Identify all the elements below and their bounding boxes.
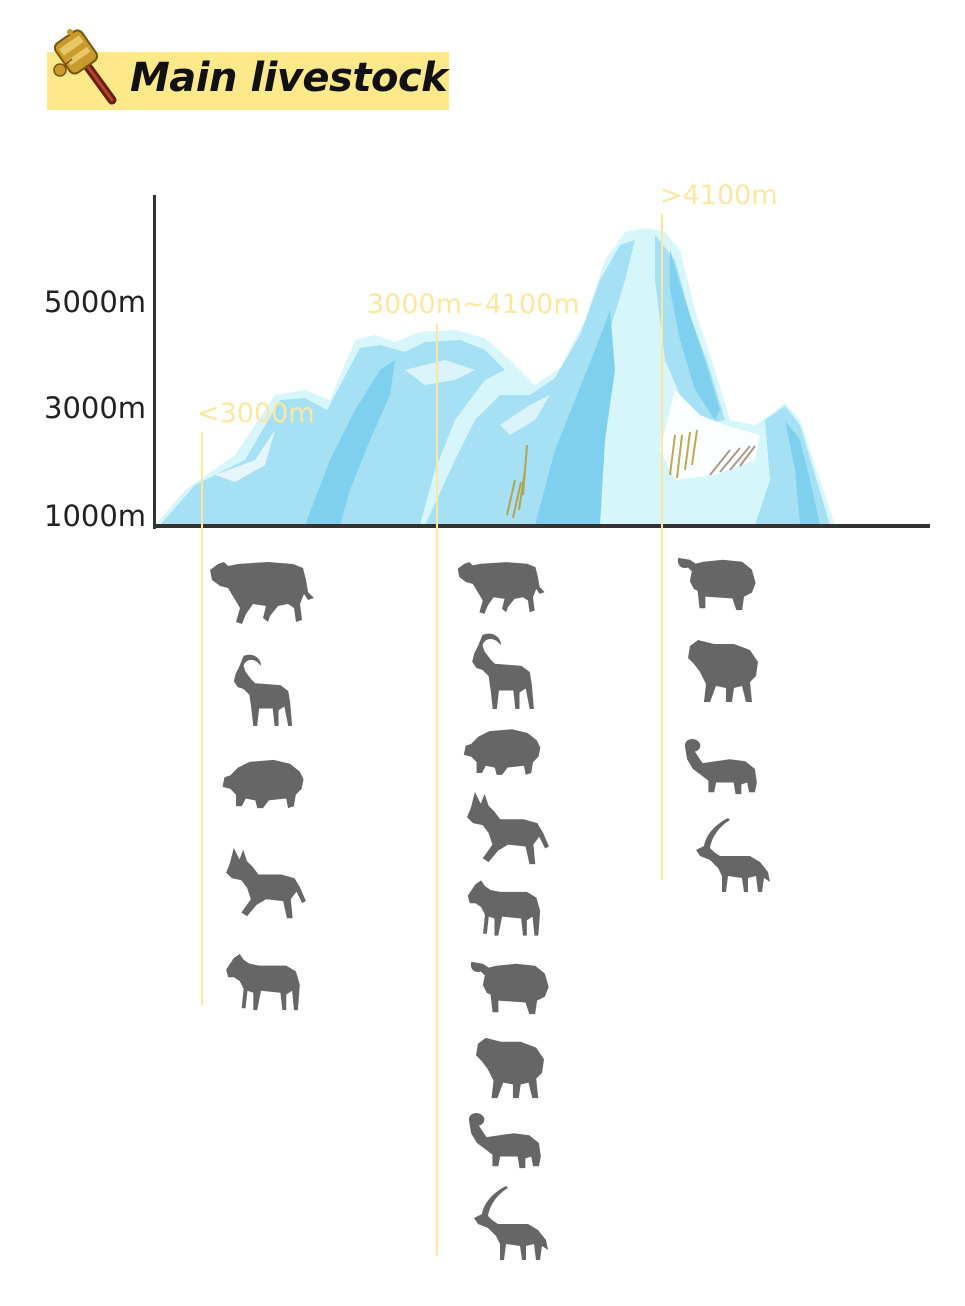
pig-icon — [462, 726, 544, 780]
zone-line-low — [201, 432, 203, 1005]
ram-icon — [680, 736, 762, 798]
yak-icon — [466, 958, 552, 1018]
zone-line-mid — [436, 324, 438, 1256]
sheep-icon — [472, 1034, 548, 1102]
antelope-icon — [692, 816, 774, 896]
horse-icon — [464, 878, 544, 940]
goat-icon — [228, 652, 296, 730]
cattle-icon — [456, 558, 548, 618]
horse-icon — [222, 952, 304, 1014]
ram-icon — [464, 1110, 546, 1172]
antelope-icon — [470, 1184, 552, 1264]
zone-label-high: >4100m — [660, 180, 778, 211]
cattle-icon — [208, 558, 318, 628]
altitude-label-1000: 1000m — [44, 499, 147, 533]
altitude-axis — [153, 195, 156, 529]
zone-label-low: <3000m — [197, 398, 315, 429]
mountain-illustration — [155, 228, 835, 525]
goat-icon — [466, 630, 538, 714]
sheep-icon — [684, 636, 762, 706]
zone-line-high — [661, 214, 663, 880]
donkey-icon — [464, 790, 554, 868]
donkey-icon — [224, 846, 310, 922]
altitude-label-5000: 5000m — [44, 285, 147, 319]
page-title: Main livestock — [130, 55, 448, 101]
zone-label-mid: 3000m~4100m — [367, 289, 580, 320]
altitude-label-3000: 3000m — [44, 391, 147, 425]
yak-icon — [674, 554, 758, 614]
prayer-wheel-icon — [40, 26, 130, 106]
pig-icon — [220, 758, 308, 812]
ground-axis — [153, 524, 930, 528]
